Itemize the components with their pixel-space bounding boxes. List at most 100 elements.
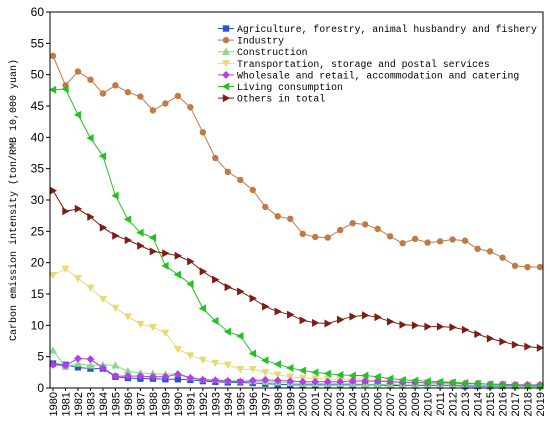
data-point: [136, 228, 144, 237]
data-point: [411, 235, 419, 243]
x-tick-label: 2004: [348, 392, 360, 416]
data-point: [174, 251, 182, 260]
data-point: [211, 316, 219, 325]
data-point: [312, 318, 320, 327]
data-point: [212, 275, 220, 284]
y-tick-label: 20: [31, 256, 45, 270]
x-tick-label: 2002: [323, 392, 335, 416]
data-point: [399, 240, 406, 247]
legend-label: Transportation, storage and postal servi…: [237, 59, 490, 70]
data-point: [136, 320, 145, 329]
data-point: [323, 369, 331, 378]
data-point: [336, 377, 345, 386]
data-point: [299, 316, 307, 325]
legend-label: Construction: [237, 47, 308, 58]
data-point: [186, 374, 195, 382]
data-point: [49, 360, 57, 369]
data-point: [137, 241, 145, 250]
data-point: [198, 304, 207, 313]
data-point: [299, 230, 306, 238]
data-point: [361, 377, 370, 386]
legend-item: Living consumption: [218, 82, 343, 93]
data-point: [49, 186, 58, 195]
data-point: [161, 329, 170, 337]
data-point: [524, 342, 532, 351]
x-tick-label: 2019: [535, 392, 547, 416]
data-point: [449, 236, 456, 243]
data-point: [511, 340, 520, 349]
data-point: [173, 345, 182, 354]
data-point: [273, 360, 281, 369]
y-tick-label: 35: [31, 162, 45, 176]
legend-label: Agriculture, forestry, animal husbandry …: [237, 24, 537, 35]
x-tick-label: 1983: [85, 392, 97, 416]
data-point: [249, 294, 257, 303]
legend-label: Industry: [237, 36, 284, 47]
x-tick-label: 2015: [485, 392, 497, 416]
data-point: [337, 315, 345, 324]
data-point: [286, 363, 294, 372]
x-tick-label: 1995: [235, 392, 247, 416]
legend-item: Agriculture, forestry, animal husbandry …: [218, 24, 537, 35]
data-point: [137, 93, 144, 100]
x-tick-label: 2009: [410, 392, 422, 416]
data-point: [74, 204, 83, 213]
data-point: [499, 254, 506, 261]
series-line: [52, 358, 540, 386]
data-point: [187, 104, 194, 111]
data-point: [236, 365, 245, 374]
x-tick-label: 1988: [148, 392, 160, 416]
data-point: [287, 310, 295, 319]
legend-label: Wholesale and retail, accommodation and …: [237, 70, 519, 81]
legend-swatch-marker: [221, 82, 230, 91]
x-tick-label: 2011: [435, 392, 447, 416]
data-point: [248, 376, 257, 385]
data-point: [48, 346, 58, 354]
data-point: [274, 307, 282, 316]
legend-label: Others in total: [237, 94, 325, 105]
y-tick-label: 25: [31, 224, 45, 238]
x-tick-label: 2014: [473, 392, 485, 416]
data-point: [361, 311, 370, 320]
legend-swatch-marker: [222, 70, 230, 79]
data-point: [224, 283, 232, 292]
series-line: [52, 268, 541, 386]
data-point: [86, 133, 94, 142]
data-point: [298, 377, 307, 386]
legend-item: Transportation, storage and postal servi…: [218, 59, 490, 70]
data-point: [423, 377, 431, 386]
data-point: [162, 100, 169, 107]
legend-item: Wholesale and retail, accommodation and …: [218, 70, 519, 81]
series-others-in-total: [49, 186, 545, 352]
data-point: [261, 375, 270, 384]
x-tick-label: 2017: [510, 392, 522, 416]
data-point: [111, 372, 120, 381]
data-point: [86, 361, 95, 369]
data-point: [111, 304, 120, 312]
data-point: [61, 361, 70, 370]
legend-swatch-marker: [222, 94, 231, 103]
x-tick-label: 1981: [60, 392, 72, 416]
data-point: [148, 324, 157, 332]
data-point: [536, 263, 544, 271]
data-point: [486, 334, 495, 343]
data-point: [173, 270, 182, 279]
x-tick-label: 1987: [135, 392, 147, 416]
data-point: [148, 233, 157, 242]
y-tick-label: 30: [31, 193, 45, 207]
y-tick-label: 0: [37, 381, 44, 395]
data-point: [48, 271, 58, 280]
data-point: [449, 323, 457, 332]
data-point: [435, 377, 444, 386]
y-tick-label: 5: [37, 350, 44, 364]
data-point: [186, 352, 195, 360]
data-point: [324, 319, 332, 328]
x-tick-label: 2008: [398, 392, 410, 416]
data-point: [248, 349, 256, 358]
legend-item: Construction: [218, 47, 308, 58]
x-tick-label: 2005: [360, 392, 372, 416]
data-point: [386, 317, 395, 326]
y-tick-label: 50: [31, 68, 45, 82]
data-point: [262, 203, 269, 211]
y-tick-label: 15: [31, 287, 45, 301]
